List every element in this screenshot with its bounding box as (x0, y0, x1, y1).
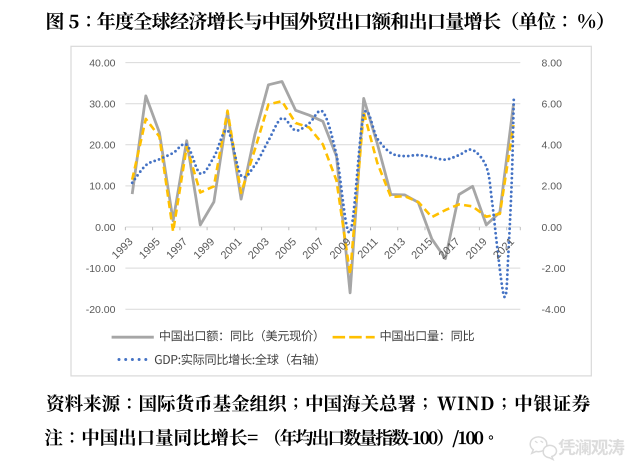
svg-text:0.00: 0.00 (95, 222, 116, 234)
svg-text:2.00: 2.00 (542, 181, 563, 193)
svg-text:20.00: 20.00 (89, 140, 115, 152)
svg-text:-4.00: -4.00 (542, 304, 566, 316)
svg-text:4.00: 4.00 (542, 140, 563, 152)
svg-text:-20.00: -20.00 (86, 304, 116, 316)
svg-text:10.00: 10.00 (89, 181, 115, 193)
svg-text:-10.00: -10.00 (86, 263, 116, 275)
svg-text:6.00: 6.00 (542, 99, 563, 111)
svg-text:40.00: 40.00 (89, 57, 115, 69)
svg-text:-2.00: -2.00 (542, 263, 566, 275)
svg-text:0.00: 0.00 (542, 222, 563, 234)
svg-text:8.00: 8.00 (542, 57, 563, 69)
svg-text:30.00: 30.00 (89, 99, 115, 111)
